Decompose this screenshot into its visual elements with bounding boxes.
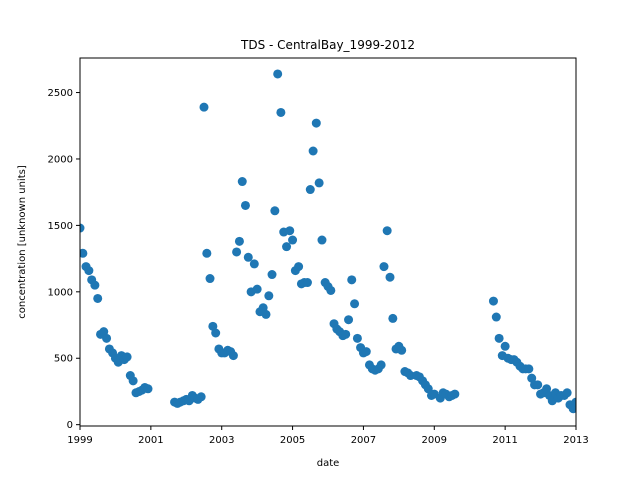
data-point bbox=[383, 226, 392, 235]
data-point bbox=[388, 314, 397, 323]
data-point bbox=[90, 281, 99, 290]
data-point bbox=[244, 253, 253, 262]
data-point bbox=[270, 206, 279, 215]
x-tick-label: 2009 bbox=[422, 435, 447, 446]
x-tick-label: 2005 bbox=[280, 435, 305, 446]
data-point bbox=[489, 297, 498, 306]
data-point bbox=[206, 274, 215, 283]
data-point bbox=[312, 119, 321, 128]
data-point bbox=[379, 262, 388, 271]
data-point bbox=[102, 334, 111, 343]
data-point bbox=[144, 384, 153, 393]
data-point bbox=[492, 313, 501, 322]
y-tick-label: 1000 bbox=[48, 287, 73, 298]
data-point bbox=[235, 237, 244, 246]
data-point bbox=[197, 392, 206, 401]
data-point bbox=[202, 249, 211, 258]
y-tick-label: 2000 bbox=[48, 154, 73, 165]
y-tick-label: 1500 bbox=[48, 221, 73, 232]
data-point bbox=[317, 236, 326, 245]
data-point bbox=[268, 270, 277, 279]
data-point bbox=[123, 352, 132, 361]
data-point bbox=[309, 146, 318, 155]
data-point bbox=[524, 364, 533, 373]
x-tick-label: 2001 bbox=[138, 435, 163, 446]
data-point bbox=[377, 360, 386, 369]
data-point bbox=[386, 273, 395, 282]
data-point bbox=[397, 346, 406, 355]
data-point bbox=[533, 380, 542, 389]
data-point bbox=[450, 390, 459, 399]
y-tick-label: 0 bbox=[67, 420, 73, 431]
data-point bbox=[347, 275, 356, 284]
x-tick-label: 2007 bbox=[351, 435, 376, 446]
data-point bbox=[306, 185, 315, 194]
data-point bbox=[501, 342, 510, 351]
data-point bbox=[282, 242, 291, 251]
data-point bbox=[315, 178, 324, 187]
y-tick-label: 500 bbox=[54, 354, 73, 365]
data-point bbox=[563, 388, 572, 397]
data-point bbox=[276, 108, 285, 117]
data-point bbox=[273, 69, 282, 78]
data-point bbox=[211, 329, 220, 338]
data-point bbox=[495, 334, 504, 343]
data-point bbox=[232, 247, 241, 256]
data-point bbox=[294, 262, 303, 271]
data-point bbox=[250, 259, 259, 268]
data-point bbox=[344, 315, 353, 324]
y-tick-label: 2500 bbox=[48, 88, 73, 99]
data-point bbox=[353, 334, 362, 343]
y-axis-label: concentration [unknown units] bbox=[17, 165, 28, 319]
data-point bbox=[326, 286, 335, 295]
data-point bbox=[238, 177, 247, 186]
data-point bbox=[303, 278, 312, 287]
data-point bbox=[362, 347, 371, 356]
x-tick-label: 1999 bbox=[67, 435, 92, 446]
x-tick-label: 2003 bbox=[209, 435, 234, 446]
x-tick-label: 2013 bbox=[563, 435, 588, 446]
data-point bbox=[129, 376, 138, 385]
x-axis-label: date bbox=[317, 458, 340, 469]
chart-title: TDS - CentralBay_1999-2012 bbox=[240, 38, 415, 52]
data-point bbox=[288, 236, 297, 245]
data-point bbox=[253, 285, 262, 294]
data-point bbox=[229, 351, 238, 360]
data-point bbox=[93, 294, 102, 303]
data-point bbox=[341, 330, 350, 339]
data-point bbox=[84, 266, 93, 275]
data-point bbox=[262, 310, 271, 319]
data-point bbox=[350, 299, 359, 308]
data-point bbox=[200, 103, 209, 112]
data-point bbox=[241, 201, 250, 210]
x-tick-label: 2011 bbox=[492, 435, 517, 446]
data-point bbox=[264, 291, 273, 300]
data-point bbox=[285, 226, 294, 235]
